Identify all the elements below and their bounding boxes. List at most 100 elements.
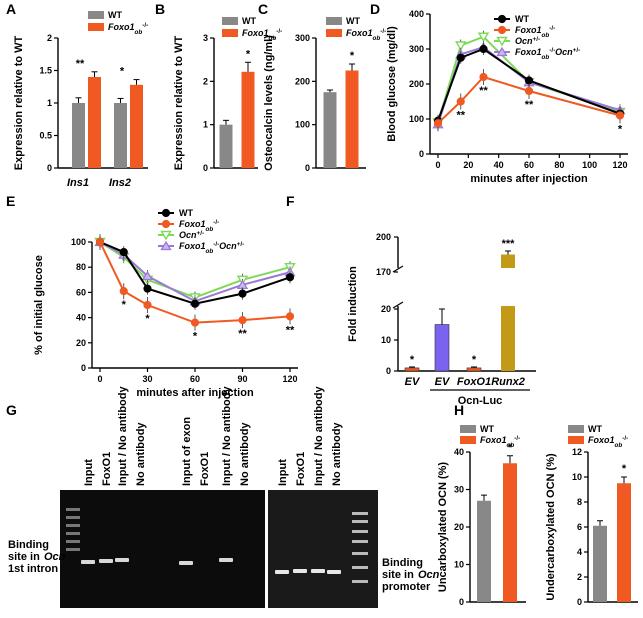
dna-band [81,560,95,564]
y-tick-label: 200 [295,76,310,86]
binding-site-label: 1st intron [8,563,58,575]
series-point-wt [456,53,465,62]
x-tick-label: 120 [282,374,297,384]
bar-wt [477,500,491,602]
x-tick-label: 120 [612,160,627,170]
y-axis-title: Expression relative to WT [173,35,185,170]
legend-h2-wt-label: WT [588,424,602,434]
bar-ins1-ko [88,77,101,168]
ladder-band [66,548,80,551]
legend-marker-dko [160,240,172,251]
series-point-wt [190,299,200,308]
panel-letter-H: H [454,402,464,418]
x-category-label: EV [435,376,451,388]
ladder-band [66,532,80,535]
bar-ko [345,70,359,168]
significance-star: * [122,299,127,311]
x-tick-label: 0 [97,374,102,384]
axis-break [392,301,404,309]
ladder-band [352,530,368,533]
axis-break [392,265,404,273]
y-tick-label: 100 [409,114,424,124]
bar-f-3-upper [501,254,515,268]
series-point-ko [479,72,488,82]
significance-star: * [472,354,477,366]
legend-label-wt: WT [179,208,193,218]
y-tick-label: 20 [381,304,391,314]
legend-label-ko: Foxo1ob-/- [515,25,555,39]
legend-c-wt-label: WT [346,16,360,26]
bar-ko [503,463,517,602]
legend-h1-ko-label: Foxo1ob-/- [480,435,520,449]
legend-label-dko: Foxo1ob-/-Ocn+/- [179,241,244,255]
dna-band [275,570,289,574]
panel-letter-B: B [155,1,165,17]
y-tick-label: 400 [409,9,424,19]
series-point-ko [456,97,465,106]
panel-letter-D: D [370,1,380,17]
gel-image-left [60,490,265,608]
series-point-ko [190,318,200,327]
series-point-wt [285,273,295,282]
legend-h1-wt-swatch [460,425,476,433]
significance-star: ** [456,110,465,122]
bar-ko [617,483,631,602]
gel-lane-label: No antibody [331,422,343,486]
y-axis-title: Blood glucose (mg/dl) [386,26,398,142]
dna-band [179,561,193,565]
legend-label-ocn: Ocn+/- [179,230,204,241]
y-tick-label: 6 [577,522,582,532]
legend-c-ko-swatch [326,29,342,37]
ladder-band [352,580,368,583]
bar-wt [593,525,607,602]
significance-star: * [120,66,125,78]
legend-a-wt-swatch [88,11,104,19]
y-tick-label: 3 [203,33,208,43]
y-axis-title: Expression relative to WT [13,35,25,170]
y-tick-label: 300 [409,44,424,54]
y-tick-label: 0 [419,149,424,159]
y-tick-label: 2 [203,76,208,86]
y-tick-label: 12 [572,447,582,457]
bar-ins2-ko [130,84,143,168]
x-category-label: Runx2 [491,376,525,388]
gel-lane-label: FoxO1 [199,452,211,486]
y-axis-title: Fold induction [347,266,359,342]
y-tick-label: 10 [381,335,391,345]
dna-band [327,570,341,574]
series-point-ko [238,316,247,325]
significance-star: ** [238,328,247,340]
y-tick-label: 40 [76,313,86,323]
y-tick-label: 2 [577,572,582,582]
y-tick-label: 0 [386,366,391,376]
y-tick-label: 80 [76,262,86,272]
series-point-wt [143,284,152,293]
series-line-ko [99,241,291,324]
legend-marker-ko [497,25,507,35]
y-axis-title: % of initial glucose [33,255,45,355]
ladder-band [66,508,80,511]
x-tick-label: 0 [435,160,440,170]
x-category-label: EV [405,376,421,388]
bar-ins1-wt [72,103,85,168]
y-tick-label: 100 [295,120,310,130]
series-point-ko [433,119,443,128]
significance-star: * [246,48,251,60]
legend-marker-wt [161,208,171,218]
binding-site-label: site in [8,551,40,563]
gel-lane-label: No antibody [239,422,251,486]
ladder-band [352,566,368,569]
dna-band [99,559,113,563]
series-point-wt [119,247,128,257]
legend-h2-wt-swatch [568,425,584,433]
y-tick-label: 20 [454,522,464,532]
gel-lane-label: Input / No antibody [221,386,233,486]
gel-lane-label: Input [277,459,289,486]
ladder-band [66,540,80,543]
y-tick-label: 0 [459,597,464,607]
y-tick-label: 2 [47,33,52,43]
y-tick-label: 30 [454,485,464,495]
legend-marker-dko [496,46,508,57]
y-axis-title: Undercarboxylated OCN (%) [545,453,557,601]
binding-site-label: site in [382,569,414,581]
